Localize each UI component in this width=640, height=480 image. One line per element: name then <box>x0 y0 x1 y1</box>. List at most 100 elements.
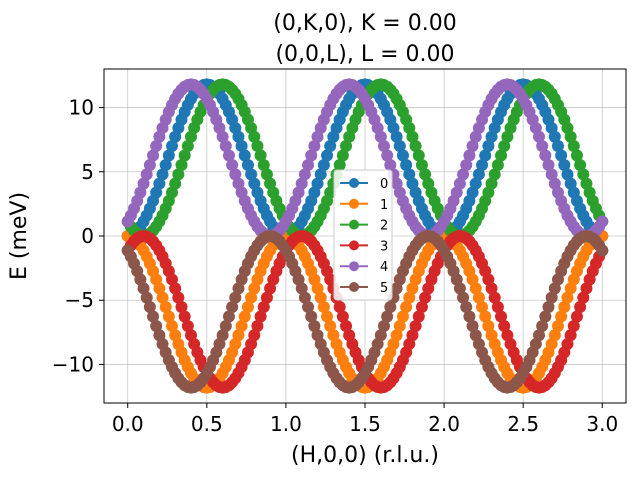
x-axis-label: (H,0,0) (r.l.u.) <box>291 443 439 468</box>
data-point <box>406 329 419 342</box>
data-point <box>466 140 479 153</box>
data-point <box>162 149 175 162</box>
data-point <box>314 291 327 304</box>
legend-label: 5 <box>380 281 388 296</box>
series-5 <box>121 230 609 394</box>
data-point <box>551 319 564 332</box>
data-point <box>305 149 318 162</box>
data-point <box>406 130 419 143</box>
data-point <box>175 301 188 314</box>
legend-entry-3: 3 <box>340 239 388 254</box>
data-point <box>248 329 261 342</box>
data-point <box>384 158 397 171</box>
data-point <box>415 158 428 171</box>
data-point <box>384 301 397 314</box>
data-point <box>463 310 476 323</box>
data-point <box>324 140 337 153</box>
data-point <box>232 329 245 342</box>
data-point <box>491 301 504 314</box>
data-point <box>311 177 324 190</box>
data-point <box>181 319 194 332</box>
data-point <box>548 130 561 143</box>
data-point <box>453 282 466 295</box>
data-point <box>469 177 482 190</box>
data-point <box>536 319 549 332</box>
data-point <box>254 310 267 323</box>
data-point <box>390 130 403 143</box>
data-point <box>564 329 577 342</box>
data-point <box>238 149 251 162</box>
data-point <box>409 319 422 332</box>
data-point <box>229 168 242 181</box>
data-point <box>419 291 432 304</box>
x-tick-label: 2.0 <box>428 412 460 436</box>
data-point <box>241 301 254 314</box>
data-point <box>317 158 330 171</box>
data-point <box>551 140 564 153</box>
data-point <box>403 291 416 304</box>
y-axis-label: E (meV) <box>7 192 32 280</box>
data-point <box>567 140 580 153</box>
data-point <box>156 291 169 304</box>
data-point <box>159 301 172 314</box>
data-point <box>570 310 583 323</box>
legend-label: 2 <box>380 219 388 234</box>
legend-marker <box>349 178 359 188</box>
data-point <box>472 291 485 304</box>
data-point <box>308 319 321 332</box>
legend-label: 0 <box>380 177 388 192</box>
data-point <box>251 140 264 153</box>
data-point <box>479 149 492 162</box>
data-point <box>577 168 590 181</box>
data-point <box>340 140 353 153</box>
data-point <box>374 329 387 342</box>
data-point <box>226 158 239 171</box>
data-point <box>336 149 349 162</box>
data-point <box>295 177 308 190</box>
data-point <box>137 177 150 190</box>
data-point <box>238 310 251 323</box>
legend: 0 1 2 3 4 5 <box>333 169 393 301</box>
data-point <box>248 130 261 143</box>
data-point <box>143 301 156 314</box>
data-point <box>539 310 552 323</box>
data-point <box>567 319 580 332</box>
data-point <box>222 310 235 323</box>
y-tick-label: 10 <box>69 96 94 120</box>
data-point <box>377 319 390 332</box>
data-point <box>232 130 245 143</box>
data-point <box>561 168 574 181</box>
data-point <box>377 140 390 153</box>
data-point <box>457 291 470 304</box>
data-point <box>558 301 571 314</box>
data-point <box>495 310 508 323</box>
data-point <box>460 301 473 314</box>
data-point <box>169 177 182 190</box>
data-point <box>542 158 555 171</box>
data-point <box>336 310 349 323</box>
data-point <box>143 158 156 171</box>
data-point <box>476 158 489 171</box>
data-point <box>178 149 191 162</box>
data-point <box>153 282 166 295</box>
data-point <box>491 158 504 171</box>
x-tick-label: 1.5 <box>349 412 381 436</box>
legend-label: 4 <box>380 260 388 275</box>
data-point <box>555 149 568 162</box>
data-point <box>476 301 489 314</box>
data-point <box>381 149 394 162</box>
data-point <box>393 319 406 332</box>
data-point <box>254 149 267 162</box>
data-point <box>333 301 346 314</box>
data-point <box>305 310 318 323</box>
data-point <box>564 130 577 143</box>
y-tick-label: −10 <box>52 352 94 376</box>
data-point <box>245 168 258 181</box>
series-layer <box>121 78 609 394</box>
data-point <box>235 319 248 332</box>
data-point <box>419 168 432 181</box>
data-point <box>561 291 574 304</box>
data-point <box>545 291 558 304</box>
